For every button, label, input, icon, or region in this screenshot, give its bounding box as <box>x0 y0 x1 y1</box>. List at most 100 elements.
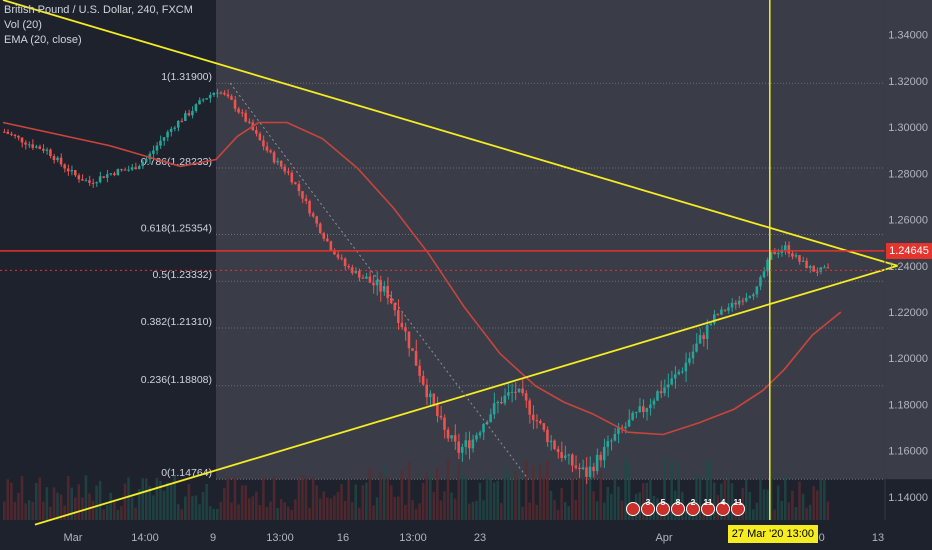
candle-body <box>109 173 113 175</box>
volume-bar <box>347 479 350 520</box>
volume-bar <box>485 477 489 520</box>
candle-body <box>411 348 414 351</box>
candle-body <box>599 454 602 461</box>
candle-body <box>184 113 187 121</box>
candle-body <box>503 395 507 404</box>
candle-body <box>436 405 439 416</box>
fib-label: 0.5(1.23332) <box>152 269 212 281</box>
candle-body <box>145 159 148 163</box>
volume-bar <box>31 501 34 520</box>
volume-bar <box>453 498 457 520</box>
volume-bar <box>283 502 286 520</box>
candle-body <box>208 95 212 99</box>
candle-body <box>216 92 219 94</box>
volume-bar <box>276 508 279 520</box>
volume-bar <box>240 485 244 520</box>
candle-body <box>407 331 411 349</box>
volume-bar <box>400 470 404 520</box>
candle-body <box>539 421 542 424</box>
legend-symbol[interactable]: British Pound / U.S. Dollar, 240, FXCM <box>4 4 193 16</box>
triangle-drawing[interactable] <box>2 0 898 526</box>
volume-bar <box>531 465 535 520</box>
candle-body <box>567 454 570 456</box>
candle-body <box>322 233 326 239</box>
candle-body <box>507 392 510 396</box>
candle-body <box>318 223 322 234</box>
candle-body <box>66 168 70 172</box>
volume-bar <box>258 505 262 520</box>
volume-bar <box>244 485 247 520</box>
volume-bar <box>421 482 425 520</box>
volume-bar <box>386 477 389 520</box>
candle-body <box>63 164 66 169</box>
candle-body <box>819 267 823 272</box>
volume-bar <box>535 504 539 520</box>
volume-bar <box>102 509 105 520</box>
candle-body <box>510 391 514 393</box>
candle-body <box>808 266 812 269</box>
current-price-tag: 1.24645 <box>886 242 932 259</box>
candle-body <box>404 327 407 332</box>
volume-bar <box>617 486 620 520</box>
candle-body <box>155 145 159 151</box>
candle-body <box>478 432 482 436</box>
legend-volume[interactable]: Vol (20) <box>4 19 42 31</box>
candle-body <box>752 294 755 297</box>
event-markers[interactable]: 3 5 8 2 11 4 11 <box>626 497 745 516</box>
volume-bar <box>521 506 524 520</box>
volume-bar <box>287 506 290 520</box>
candle-body <box>755 286 759 295</box>
candle-body <box>489 414 492 422</box>
candle-body <box>365 276 368 279</box>
candle-body <box>148 153 152 160</box>
candle-body <box>265 146 269 151</box>
candle-body <box>531 414 535 421</box>
candle-body <box>212 93 215 96</box>
volume-bar <box>272 475 276 520</box>
price-axis[interactable]: 1.34000 1.32000 1.30000 1.28000 1.26000 1.240… <box>888 30 928 504</box>
candle-body <box>748 296 752 298</box>
candle-body <box>585 467 588 477</box>
volume-bar <box>127 477 130 520</box>
volume-bar <box>326 497 329 520</box>
candle-body <box>744 297 748 302</box>
volume-bar <box>826 501 830 520</box>
time-tick-label: 13:00 <box>266 532 294 544</box>
volume-bar <box>120 506 123 520</box>
candle-body <box>237 108 240 113</box>
candle-body <box>684 362 688 372</box>
volume-bar <box>563 501 567 520</box>
trendline-upper <box>2 0 898 267</box>
candle-body <box>91 182 95 184</box>
event-marker-icon <box>701 502 715 516</box>
candle-body <box>517 388 521 393</box>
candle-body <box>88 180 91 183</box>
volume-bar <box>595 501 599 520</box>
volume-bar <box>230 502 233 520</box>
volume-bar <box>805 507 808 520</box>
candle-body <box>70 169 73 172</box>
candle-body <box>716 314 720 316</box>
candle-body <box>180 120 184 122</box>
time-tick-label: 14:00 <box>131 532 159 544</box>
volume-bar <box>294 499 297 520</box>
candle-body <box>226 94 230 97</box>
candle-body <box>294 182 297 185</box>
volume-bar <box>439 500 443 520</box>
volume-bar <box>776 485 780 520</box>
candle-body <box>13 134 17 136</box>
candle-body <box>81 179 84 181</box>
legend-ema[interactable]: EMA (20, close) <box>4 34 82 46</box>
candle-body <box>49 149 52 157</box>
fib-label: 0.786(1.28233) <box>141 156 212 168</box>
candle-body <box>247 121 251 123</box>
volume-bar <box>141 478 144 520</box>
candle-body <box>116 169 120 175</box>
candle-body <box>652 400 656 405</box>
volume-bar <box>514 471 517 520</box>
candle-body <box>737 300 741 305</box>
volume-bar <box>262 477 265 520</box>
volume-bar <box>720 483 723 520</box>
volume-bar <box>208 506 212 520</box>
